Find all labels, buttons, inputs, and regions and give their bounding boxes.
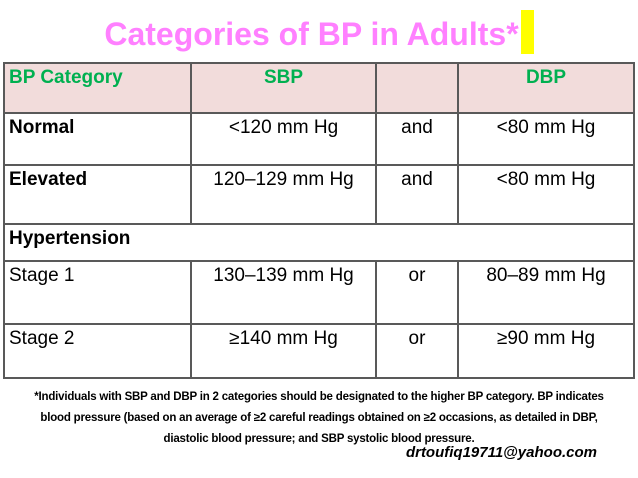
header-conjunction [375,62,459,114]
table-row-normal: Normal <120 mm Hg and <80 mm Hg [3,112,635,166]
page-title: Categories of BP in Adults* [104,16,519,52]
table-header-row: BP Category SBP DBP [3,62,635,114]
footnote-line: *Individuals with SBP and DBP in 2 categ… [34,391,604,403]
category-cell: Normal [3,112,192,166]
sbp-cell: <120 mm Hg [190,112,377,166]
table-row-elevated: Elevated 120–129 mm Hg and <80 mm Hg [3,164,635,225]
sbp-cell: 130–139 mm Hg [190,260,377,325]
bp-categories-table: BP Category SBP DBP Normal <120 mm Hg an… [3,62,635,379]
table-row-stage2: Stage 2 ≥140 mm Hg or ≥90 mm Hg [3,323,635,379]
footnote-line: diastolic blood pressure; and SBP systol… [163,433,475,445]
footnote: *Individuals with SBP and DBP in 2 categ… [0,387,638,450]
header-dbp: DBP [457,62,635,114]
footnote-line: blood pressure (based on an average of ≥… [40,412,598,424]
conjunction-cell: or [375,323,459,379]
table-row-stage1: Stage 1 130–139 mm Hg or 80–89 mm Hg [3,260,635,325]
table-row-hypertension: Hypertension [3,223,635,262]
sbp-cell: 120–129 mm Hg [190,164,377,225]
category-cell-merged: Hypertension [3,223,635,262]
sbp-cell: ≥140 mm Hg [190,323,377,379]
author-email: drtoufiq19711@yahoo.com [405,444,597,461]
conjunction-cell: and [375,164,459,225]
dbp-cell: ≥90 mm Hg [457,323,635,379]
category-cell: Elevated [3,164,192,225]
title-row: Categories of BP in Adults* [0,10,638,54]
conjunction-cell: or [375,260,459,325]
dbp-cell: <80 mm Hg [457,112,635,166]
category-cell: Stage 1 [3,260,192,325]
header-bp-category: BP Category [3,62,192,114]
text-cursor-bar [520,10,534,54]
dbp-cell: <80 mm Hg [457,164,635,225]
category-cell: Stage 2 [3,323,192,379]
conjunction-cell: and [375,112,459,166]
dbp-cell: 80–89 mm Hg [457,260,635,325]
header-sbp: SBP [190,62,377,114]
